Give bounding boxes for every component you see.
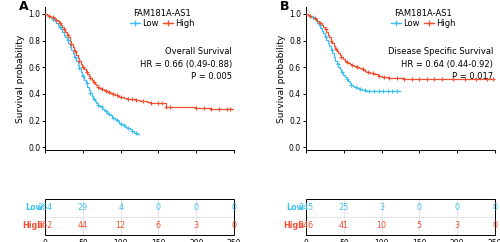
Text: Low: Low xyxy=(286,204,304,212)
Text: High: High xyxy=(283,221,304,230)
Text: 41: 41 xyxy=(338,221,348,230)
Text: B: B xyxy=(280,0,289,13)
Text: 0: 0 xyxy=(232,204,236,212)
Text: 3: 3 xyxy=(454,221,460,230)
Text: 262: 262 xyxy=(38,221,52,230)
Y-axis label: Survival probability: Survival probability xyxy=(277,35,286,123)
Text: 100: 100 xyxy=(374,239,389,242)
Text: 3: 3 xyxy=(194,221,199,230)
Text: 29: 29 xyxy=(78,204,88,212)
Text: 6: 6 xyxy=(156,221,161,230)
Text: 250: 250 xyxy=(227,239,242,242)
Legend: Low, High: Low, High xyxy=(389,7,458,29)
Text: 25: 25 xyxy=(338,204,349,212)
Text: 0: 0 xyxy=(417,204,422,212)
Text: 12: 12 xyxy=(116,221,126,230)
Text: 5: 5 xyxy=(417,221,422,230)
Y-axis label: Survival probability: Survival probability xyxy=(16,35,25,123)
Text: High: High xyxy=(22,221,43,230)
Text: 0: 0 xyxy=(304,239,308,242)
Text: 44: 44 xyxy=(78,221,88,230)
Text: 50: 50 xyxy=(78,239,88,242)
Text: Low: Low xyxy=(25,204,43,212)
Text: 200: 200 xyxy=(450,239,464,242)
Text: 0: 0 xyxy=(42,239,48,242)
Text: Overall Survival
HR = 0.66 (0.49-0.88)
P = 0.005: Overall Survival HR = 0.66 (0.49-0.88) P… xyxy=(140,47,232,81)
Text: 250: 250 xyxy=(488,239,500,242)
Text: 3: 3 xyxy=(379,204,384,212)
Text: 50: 50 xyxy=(339,239,348,242)
Text: 0: 0 xyxy=(232,221,236,230)
Text: 200: 200 xyxy=(189,239,204,242)
Text: 100: 100 xyxy=(114,239,128,242)
Text: 0: 0 xyxy=(156,204,161,212)
Text: 4: 4 xyxy=(118,204,123,212)
Text: 246: 246 xyxy=(298,221,314,230)
Text: 0: 0 xyxy=(492,221,498,230)
Text: 0: 0 xyxy=(492,204,498,212)
Text: 0: 0 xyxy=(454,204,460,212)
Text: 245: 245 xyxy=(298,204,314,212)
Text: 0: 0 xyxy=(194,204,199,212)
Text: 10: 10 xyxy=(376,221,386,230)
Text: 150: 150 xyxy=(151,239,166,242)
Text: 264: 264 xyxy=(38,204,52,212)
Legend: Low, High: Low, High xyxy=(128,7,196,29)
Text: A: A xyxy=(18,0,28,13)
Text: 150: 150 xyxy=(412,239,426,242)
Text: Disease Specific Survival
HR = 0.64 (0.44-0.92)
P = 0.017: Disease Specific Survival HR = 0.64 (0.4… xyxy=(388,47,493,81)
